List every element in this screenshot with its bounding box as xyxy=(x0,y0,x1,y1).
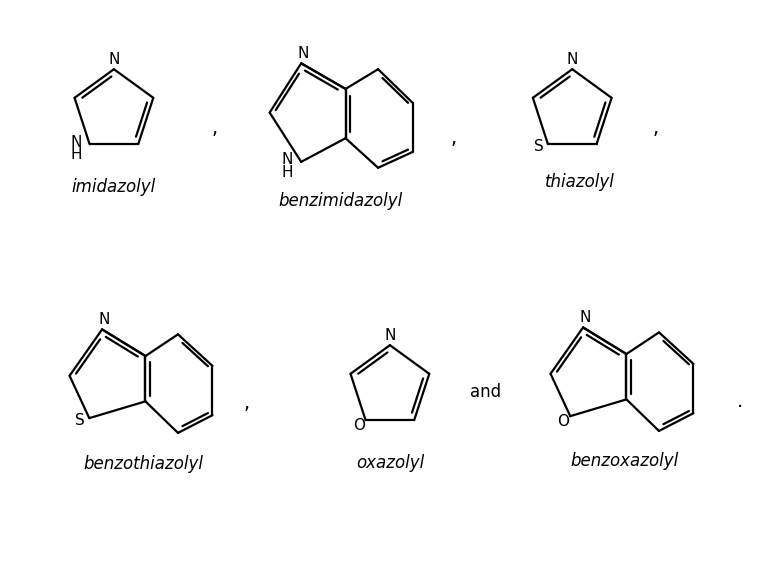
Text: N: N xyxy=(297,46,309,61)
Text: O: O xyxy=(352,417,365,433)
Text: S: S xyxy=(534,138,544,153)
Text: N: N xyxy=(98,312,110,327)
Text: benzothiazolyl: benzothiazolyl xyxy=(83,456,204,474)
Text: N: N xyxy=(385,328,395,343)
Text: .: . xyxy=(737,392,743,411)
Text: ,: , xyxy=(244,394,250,413)
Text: and: and xyxy=(470,383,501,401)
Text: N: N xyxy=(567,52,578,67)
Text: imidazolyl: imidazolyl xyxy=(72,178,156,196)
Text: N: N xyxy=(282,152,293,167)
Text: oxazolyl: oxazolyl xyxy=(355,455,424,472)
Text: ,: , xyxy=(211,119,218,138)
Text: benzimidazolyl: benzimidazolyl xyxy=(279,192,403,210)
Text: H: H xyxy=(70,148,81,163)
Text: O: O xyxy=(558,413,569,428)
Text: N: N xyxy=(108,52,119,67)
Text: thiazolyl: thiazolyl xyxy=(545,173,615,190)
Text: benzoxazolyl: benzoxazolyl xyxy=(571,452,679,470)
Text: ,: , xyxy=(451,129,457,148)
Text: S: S xyxy=(74,413,84,428)
Text: N: N xyxy=(70,135,81,149)
Text: H: H xyxy=(282,165,293,180)
Text: ,: , xyxy=(653,119,659,138)
Text: N: N xyxy=(579,310,591,325)
